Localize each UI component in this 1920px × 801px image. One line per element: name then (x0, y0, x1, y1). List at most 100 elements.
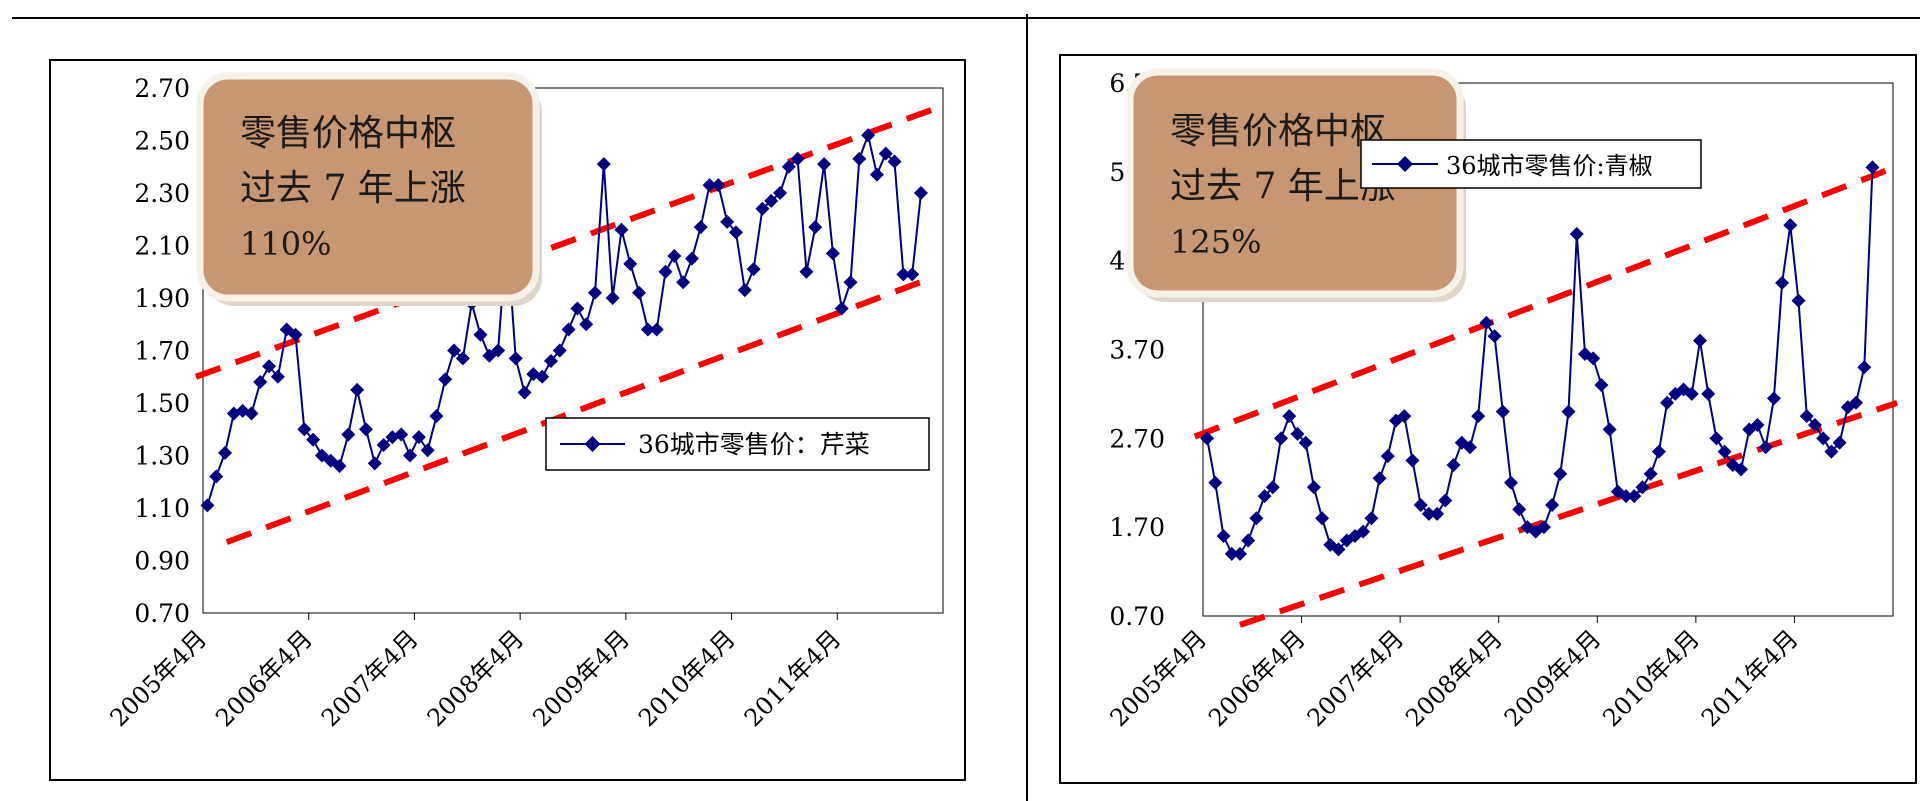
data-point (1471, 409, 1486, 424)
data-point (861, 128, 876, 143)
data-point (1504, 475, 1519, 490)
annotation-bg (196, 72, 540, 302)
data-point (341, 427, 356, 442)
data-point (552, 343, 567, 358)
data-point (1758, 440, 1773, 455)
legend-label: 36城市零售价:青椒 (1446, 152, 1653, 180)
data-point (429, 409, 444, 424)
data-point (896, 267, 911, 282)
data-point (1479, 315, 1494, 330)
data-point (693, 220, 708, 235)
data-point (1586, 351, 1601, 366)
data-point (543, 354, 558, 368)
data-point (1512, 502, 1527, 517)
data-point (508, 351, 523, 366)
data-point (1430, 506, 1445, 521)
data-point (711, 178, 726, 193)
y-tick-label: 1.70 (1109, 513, 1165, 542)
data-point (297, 422, 312, 437)
data-point (288, 327, 303, 342)
data-point (658, 264, 673, 279)
data-point (1807, 418, 1822, 433)
data-point (420, 443, 435, 458)
chart-green-pepper: 6.705.704.703.702.701.700.70 2005年4月2006… (1059, 54, 1917, 784)
data-point (367, 456, 382, 471)
data-point (728, 225, 743, 240)
data-point (1536, 520, 1551, 535)
data-point (1709, 431, 1724, 446)
data-point (737, 283, 752, 298)
data-point (1495, 404, 1510, 419)
data-point (1356, 524, 1371, 539)
trend-lines (1193, 163, 1899, 628)
data-point (1265, 480, 1280, 495)
data-point (1249, 511, 1264, 526)
data-point (596, 157, 611, 172)
y-tick-label: 1.10 (134, 494, 190, 523)
data-point (262, 359, 277, 374)
trend-lines (194, 106, 936, 545)
data-point (482, 348, 497, 363)
data-point (1816, 431, 1831, 446)
y-axis-ticks: 2.70 2.50 2.30 2.10 1.90 1.70 1.50 1.30 1.10 0.90… (134, 74, 190, 628)
data-point (253, 375, 268, 389)
legend: 36城市零售价：芹菜 (545, 417, 930, 471)
y-tick-label: 1.90 (134, 284, 190, 313)
data-point (1857, 360, 1872, 375)
y-tick-label: 0.70 (1109, 602, 1165, 631)
data-point (1791, 293, 1806, 308)
data-point (843, 275, 858, 290)
data-point (1824, 444, 1839, 459)
data-point (1306, 480, 1321, 495)
data-point (1208, 475, 1223, 490)
y-tick-label: 3.70 (1109, 336, 1165, 365)
data-point (1766, 391, 1781, 406)
data-point (1594, 378, 1609, 393)
data-point (244, 406, 259, 421)
legend-marker (584, 436, 601, 452)
data-point (632, 285, 647, 300)
data-point (1684, 386, 1699, 401)
data-point (623, 256, 638, 271)
chart-celery: 2.70 2.50 2.30 2.10 1.90 1.70 1.50 1.30 1.10 0.90… (49, 59, 966, 781)
data-point (905, 267, 920, 282)
data-point (473, 327, 488, 342)
trend-line-upper (194, 106, 936, 380)
data-point (1364, 511, 1379, 526)
y-tick-label: 2.70 (1109, 424, 1165, 453)
data-point (1397, 409, 1412, 424)
y-tick-label: 2.10 (134, 232, 190, 261)
data-point (702, 178, 717, 193)
y-tick-label: 0.90 (134, 547, 190, 576)
data-point (1651, 444, 1666, 459)
data-point (887, 154, 902, 169)
data-point (209, 469, 224, 484)
y-tick-label: 1.70 (134, 337, 190, 366)
legend-marker (1397, 156, 1413, 172)
data-point (358, 422, 373, 437)
annotation-line-2: 过去 7 年上涨 (240, 168, 466, 209)
data-point (1380, 449, 1395, 464)
data-point (561, 322, 576, 337)
y-tick-label: 2.50 (134, 127, 190, 156)
annotation-box: 零售价格中枢 过去 7 年上涨 125% (1126, 68, 1466, 302)
data-point (1446, 457, 1461, 472)
series-line (206, 131, 922, 506)
data-point (790, 151, 805, 166)
data-point (314, 448, 329, 463)
data-point (1701, 386, 1716, 401)
data-point (438, 372, 453, 387)
data-point (808, 220, 823, 235)
data-point (1487, 329, 1502, 344)
data-point (1421, 506, 1436, 521)
y-tick-label: 1.30 (134, 442, 190, 471)
data-point (1545, 497, 1560, 512)
data-point (1413, 497, 1428, 512)
data-point (869, 167, 884, 182)
data-point (218, 445, 233, 460)
data-point (1635, 480, 1650, 495)
data-point (1750, 418, 1765, 433)
data-point (825, 246, 840, 261)
data-point (1298, 435, 1313, 450)
